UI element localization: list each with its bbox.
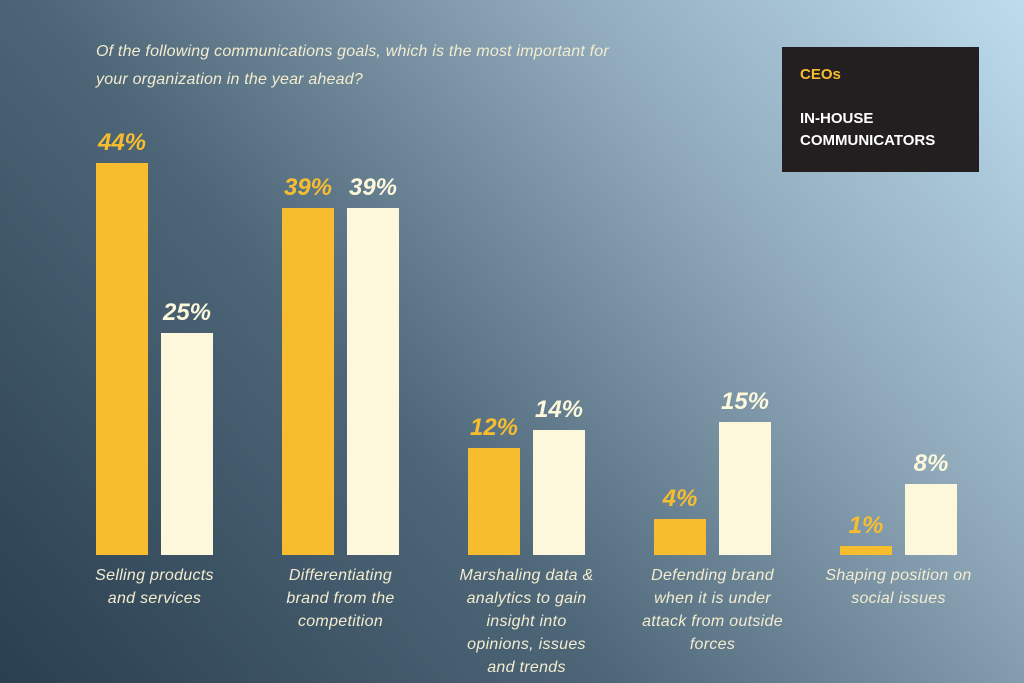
value-label: 39% [283, 173, 333, 201]
bar [161, 332, 213, 555]
bar [719, 421, 771, 555]
bar [840, 546, 892, 555]
bar [96, 163, 148, 555]
legend: CEOs IN-HOUSE COMMUNICATORS [782, 47, 979, 172]
x-tick-label: Differentiating brand from the competiti… [286, 567, 395, 630]
legend-entry: CEOs [800, 66, 841, 83]
value-label: 1% [848, 512, 884, 540]
value-label: 8% [913, 449, 949, 477]
value-label: 14% [534, 396, 584, 424]
value-label: 12% [469, 414, 519, 442]
x-tick-label: Defending brand when it is under attack … [642, 567, 783, 653]
legend-entry: IN-HOUSE COMMUNICATORS [800, 110, 936, 149]
bar [905, 483, 957, 555]
value-label: 15% [720, 387, 770, 415]
bar [282, 207, 334, 555]
bar [533, 430, 585, 555]
value-label: 39% [348, 173, 398, 201]
value-label: 25% [162, 298, 212, 326]
chart-title: Of the following communications goals, w… [96, 43, 609, 88]
x-tick-label: Shaping position on social issues [825, 567, 972, 607]
x-tick-label: Selling products and services [95, 567, 214, 607]
value-label: 4% [662, 485, 698, 513]
x-tick-label: Marshaling data & analytics to gain insi… [459, 567, 594, 676]
value-label: 44% [97, 129, 147, 157]
bar [654, 519, 706, 555]
bar [468, 448, 520, 555]
bar [347, 207, 399, 555]
